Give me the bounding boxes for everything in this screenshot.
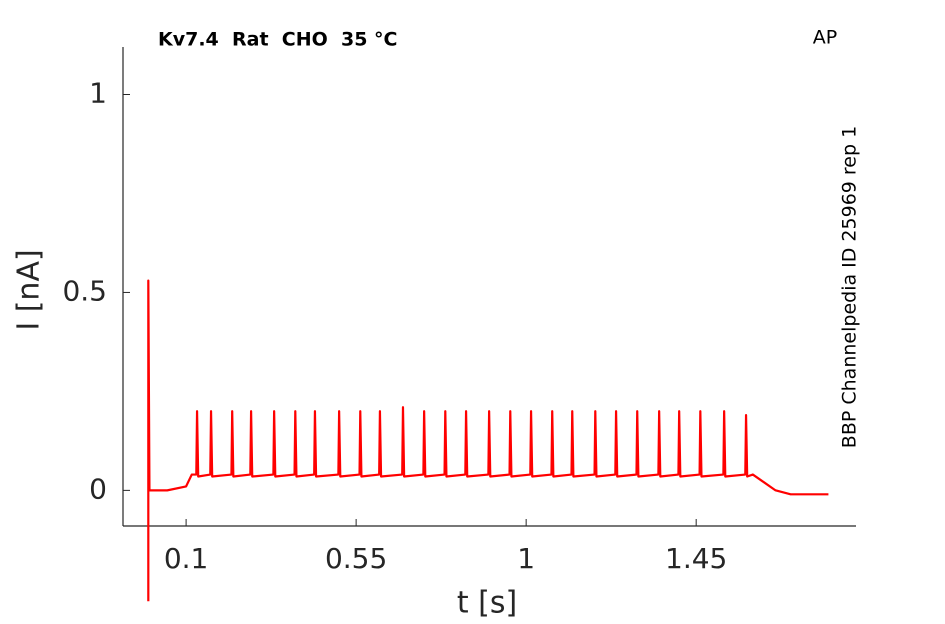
x-tick-label: 1 <box>517 542 535 575</box>
y-axis-label: I [nA] <box>12 249 47 330</box>
annotation: AP <box>813 27 837 49</box>
x-axis-label: t [s] <box>457 586 517 621</box>
y-tick-label: 0 <box>89 472 107 505</box>
x-tick-label: 0.1 <box>164 542 209 575</box>
trace-line <box>147 279 829 602</box>
chart-title: Kv7.4 Rat CHO 35 °C <box>158 29 398 51</box>
x-tick-label: 1.45 <box>665 542 727 575</box>
x-tick-label: 0.55 <box>325 542 387 575</box>
annotation: BBP Channelpedia ID 25969 rep 1 <box>839 126 861 448</box>
y-tick-label: 0.5 <box>62 274 107 307</box>
y-tick-label: 1 <box>89 77 107 110</box>
